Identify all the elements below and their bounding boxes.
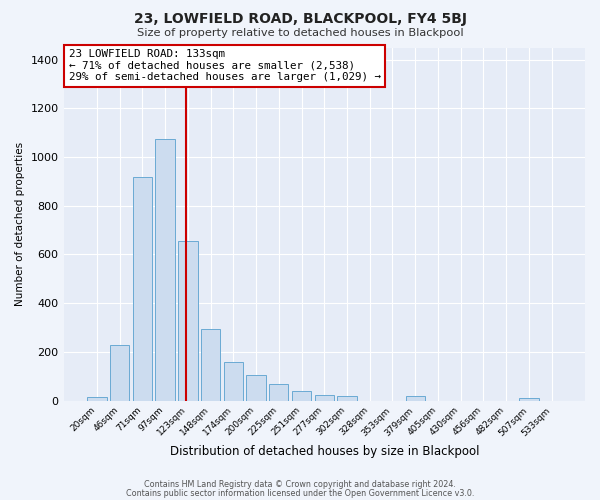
- Bar: [247, 374, 266, 400]
- Y-axis label: Number of detached properties: Number of detached properties: [15, 142, 25, 306]
- Text: Size of property relative to detached houses in Blackpool: Size of property relative to detached ho…: [137, 28, 463, 38]
- Bar: [133, 176, 152, 400]
- Text: Contains public sector information licensed under the Open Government Licence v3: Contains public sector information licen…: [126, 488, 474, 498]
- Text: 23 LOWFIELD ROAD: 133sqm
← 71% of detached houses are smaller (2,538)
29% of sem: 23 LOWFIELD ROAD: 133sqm ← 71% of detach…: [69, 50, 381, 82]
- Bar: [519, 398, 539, 400]
- Bar: [178, 241, 197, 400]
- Bar: [155, 139, 175, 400]
- Text: Contains HM Land Registry data © Crown copyright and database right 2024.: Contains HM Land Registry data © Crown c…: [144, 480, 456, 489]
- X-axis label: Distribution of detached houses by size in Blackpool: Distribution of detached houses by size …: [170, 444, 479, 458]
- Bar: [201, 329, 220, 400]
- Bar: [292, 391, 311, 400]
- Bar: [224, 362, 243, 401]
- Bar: [110, 344, 130, 401]
- Bar: [406, 396, 425, 400]
- Bar: [337, 396, 356, 400]
- Bar: [269, 384, 289, 400]
- Bar: [314, 394, 334, 400]
- Bar: [87, 397, 107, 400]
- Text: 23, LOWFIELD ROAD, BLACKPOOL, FY4 5BJ: 23, LOWFIELD ROAD, BLACKPOOL, FY4 5BJ: [133, 12, 467, 26]
